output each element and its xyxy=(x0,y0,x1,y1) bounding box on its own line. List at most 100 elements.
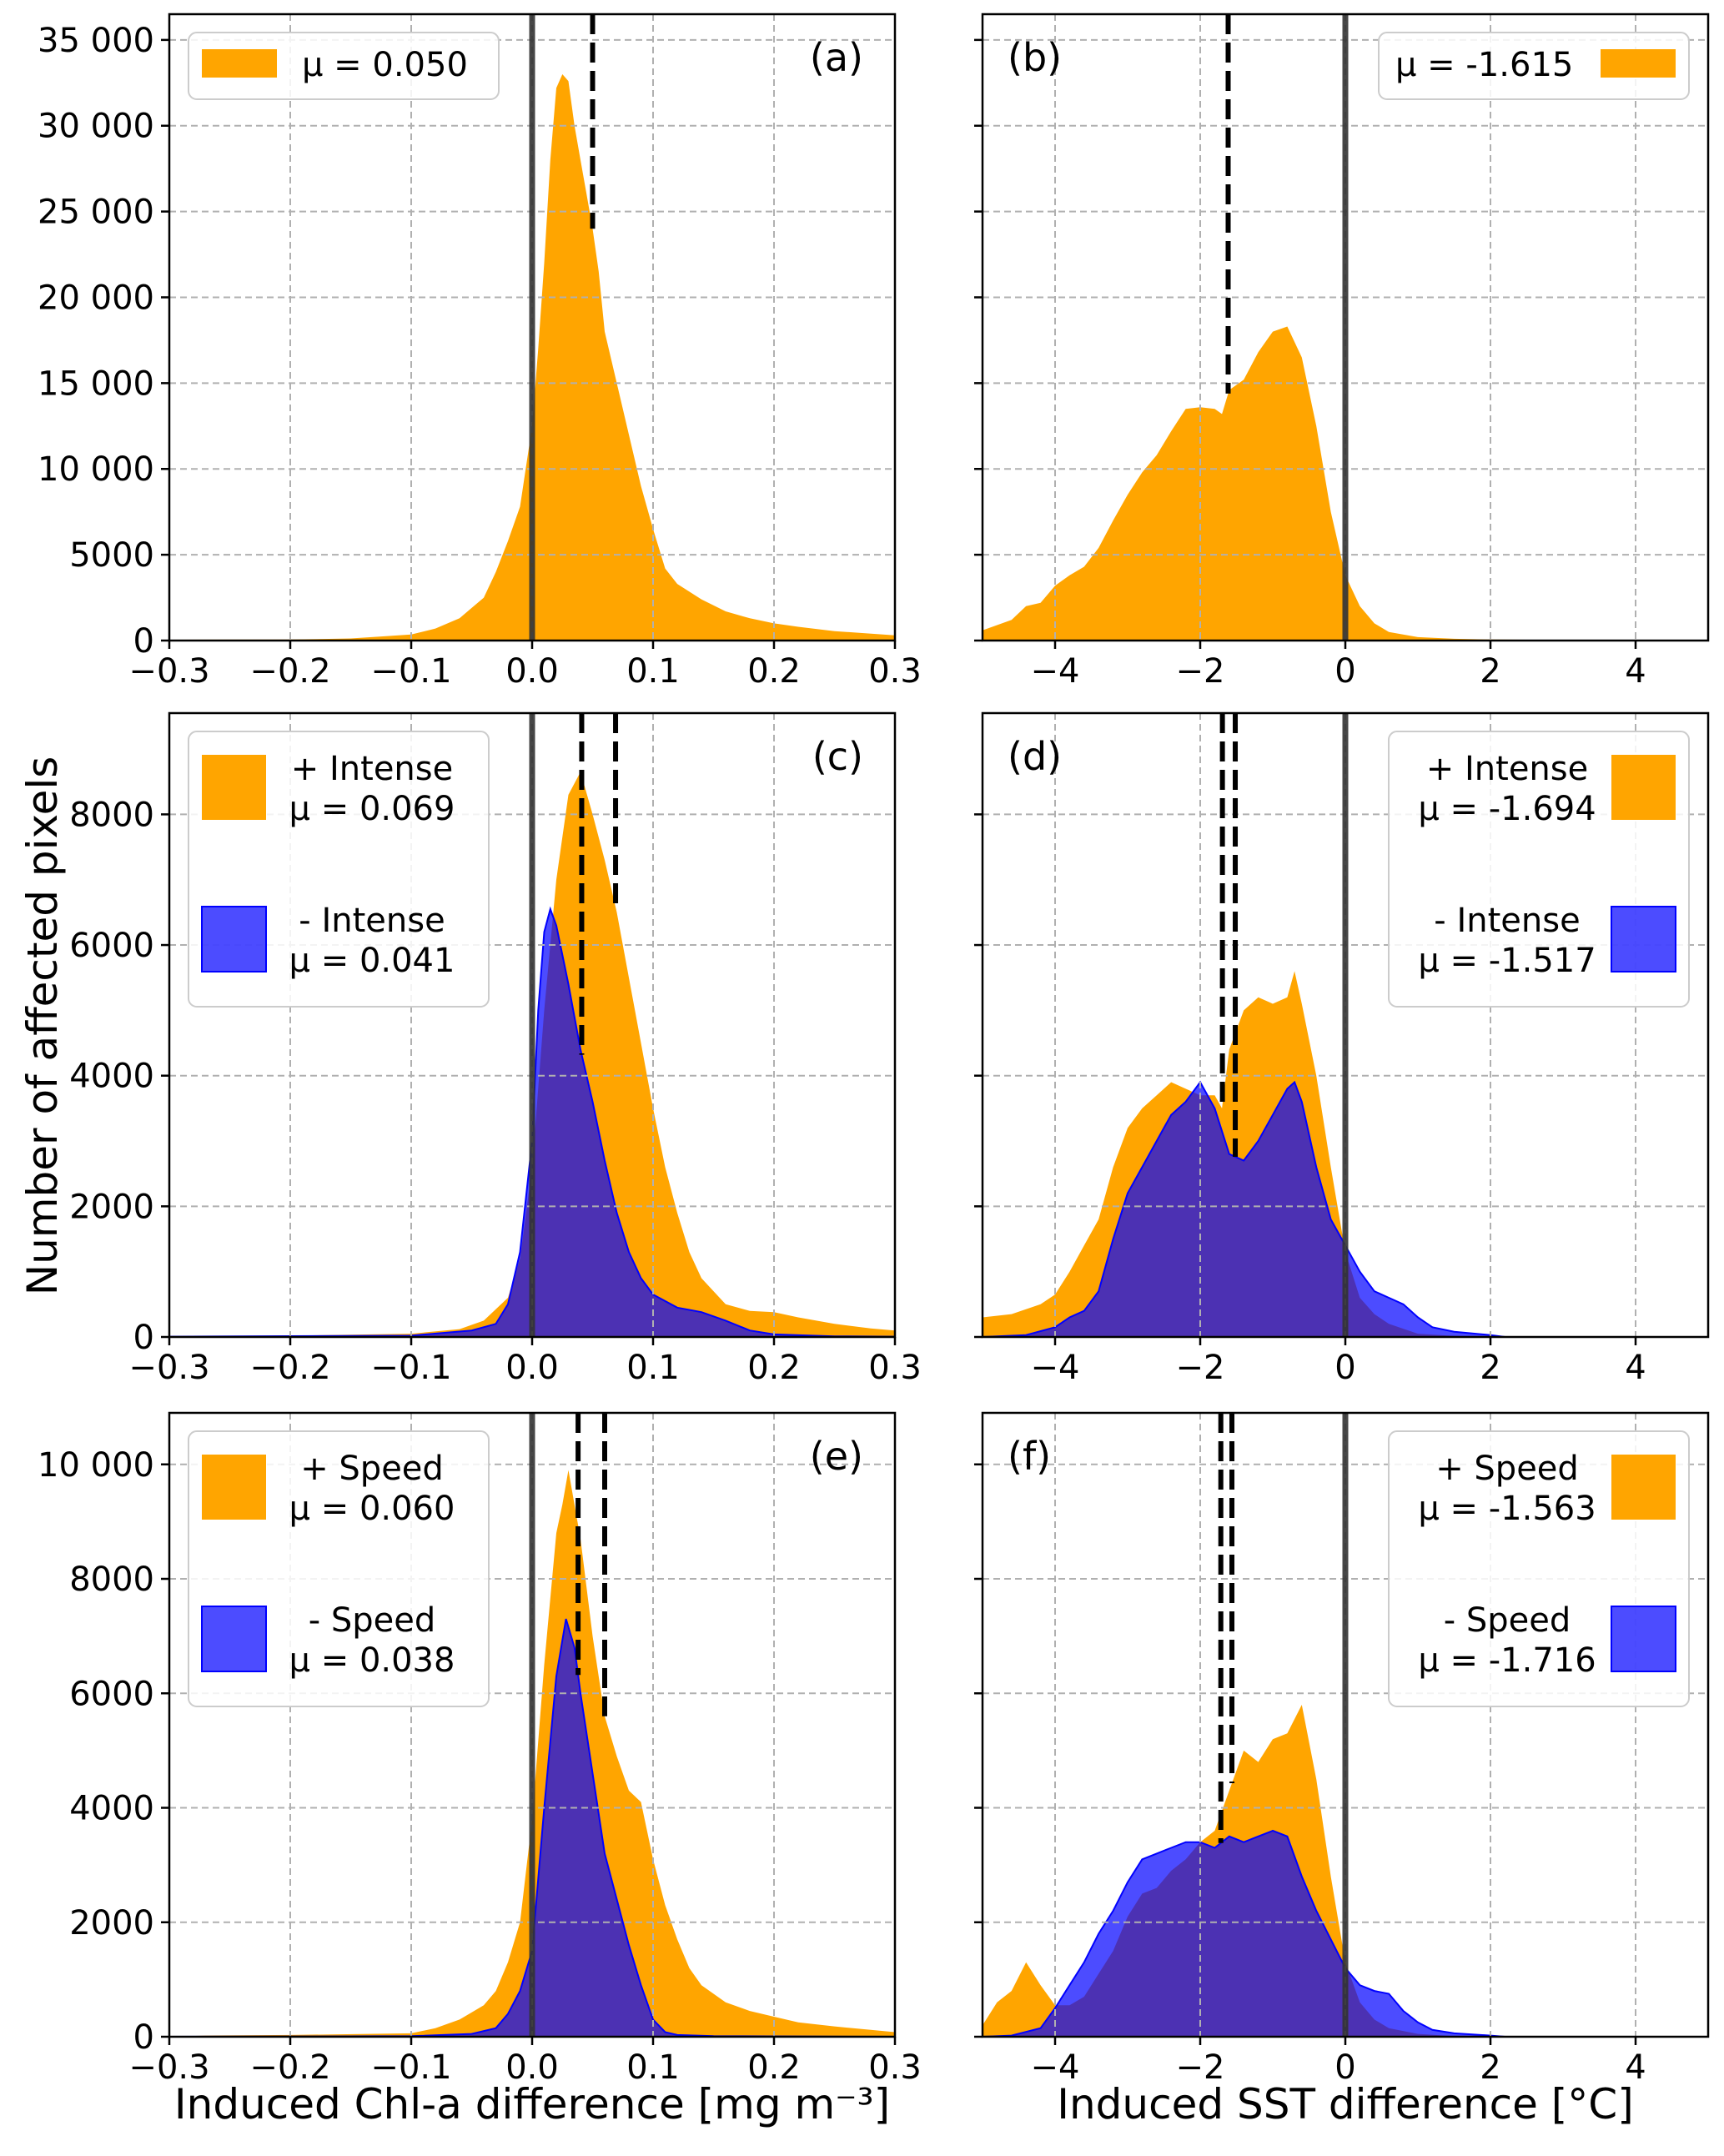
x-tick-label: 4 xyxy=(1625,652,1646,691)
y-tick-label: 10 000 xyxy=(38,450,154,489)
legend-swatch xyxy=(202,755,266,820)
legend-swatch xyxy=(202,49,277,78)
x-tick-label: 4 xyxy=(1625,1349,1646,1387)
y-tick-label: 0 xyxy=(133,2018,154,2057)
x-tick-label: −0.1 xyxy=(370,652,451,691)
legend-mu: μ = -1.563 xyxy=(1418,1490,1596,1528)
legend-mu: μ = -1.716 xyxy=(1418,1641,1596,1680)
legend-mu: μ = -1.615 xyxy=(1395,46,1573,84)
panel-b: −4 −2 0 2 4 (b) μ = -1.615 xyxy=(974,13,1710,691)
x-tick-label: 2 xyxy=(1480,1349,1500,1387)
legend-swatch xyxy=(1611,1455,1676,1520)
legend: μ = -1.615 xyxy=(1378,32,1690,100)
x-tick-label: −2 xyxy=(1176,2048,1225,2087)
legend-title: - Speed xyxy=(309,1601,436,1640)
legend-swatch xyxy=(1611,1606,1676,1672)
legend-mu: μ = 0.038 xyxy=(289,1641,455,1680)
x-axis-label-sst: Induced SST difference [°C] xyxy=(1057,2080,1633,2128)
panel-label: (d) xyxy=(1008,734,1062,779)
y-tick-label: 35 000 xyxy=(38,22,154,60)
y-tick-label: 4000 xyxy=(69,1058,154,1096)
y-tick-label: 20 000 xyxy=(38,279,154,317)
y-tick-label: 2000 xyxy=(69,1188,154,1226)
panel-label: (f) xyxy=(1008,1434,1051,1479)
panel-a: −0.3 −0.2 −0.1 0.0 0.1 0.2 0.3 0 5000 10 000 15 00… xyxy=(38,13,922,691)
x-tick-label: 0 xyxy=(1334,1349,1355,1387)
legend-title: - Speed xyxy=(1444,1601,1571,1640)
y-tick-label: 6000 xyxy=(69,927,154,965)
histogram-intense-area xyxy=(983,1080,1708,1337)
legend-title: + Speed xyxy=(300,1450,444,1488)
legend-swatch xyxy=(1611,906,1676,972)
x-tick-label: 2 xyxy=(1480,652,1500,691)
y-tick-label: 15 000 xyxy=(38,364,154,403)
panel-label: (c) xyxy=(812,734,863,779)
panel-label: (b) xyxy=(1008,35,1062,80)
y-tick-label: 25 000 xyxy=(38,193,154,232)
legend-title: - Intense xyxy=(299,902,445,940)
legend-mu: μ = 0.069 xyxy=(289,790,455,828)
x-axis-label-chl-text: Induced Chl-a difference [mg m⁻³] xyxy=(174,2080,890,2128)
y-tick-label: 6000 xyxy=(69,1675,154,1713)
x-tick-label: 0.0 xyxy=(505,652,559,691)
x-axis-label-sst-text: Induced SST difference [°C] xyxy=(1057,2080,1633,2128)
x-tick-label: 0.0 xyxy=(505,2048,559,2087)
x-tick-label: 0.1 xyxy=(626,652,680,691)
legend: μ = 0.050 xyxy=(188,32,500,100)
y-tick-label: 4000 xyxy=(69,1790,154,1828)
x-tick-label: 0.3 xyxy=(868,2048,922,2087)
legend-title: + Intense xyxy=(1426,750,1588,788)
x-tick-label: 4 xyxy=(1625,2048,1646,2087)
legend-mu: μ = 0.060 xyxy=(289,1490,455,1528)
y-tick-label: 0 xyxy=(133,622,154,661)
x-tick-label: 0.2 xyxy=(747,1349,801,1387)
x-tick-label: 0 xyxy=(1334,2048,1355,2087)
legend-title: + Speed xyxy=(1435,1450,1579,1488)
x-tick-label: 0.2 xyxy=(747,2048,801,2087)
panel-e: −0.3 −0.2 −0.1 0.0 0.1 0.2 0.3 0 2000 4000 6000 800… xyxy=(38,1411,922,2087)
x-tick-label: 0.3 xyxy=(868,1349,922,1387)
panels: −0.3 −0.2 −0.1 0.0 0.1 0.2 0.3 0 5000 10 000 15 00… xyxy=(38,13,1710,2087)
legend-swatch xyxy=(1611,755,1676,820)
y-tick-label: 0 xyxy=(133,1319,154,1357)
x-tick-label: 0.0 xyxy=(505,1349,559,1387)
histogram-all-area xyxy=(983,326,1708,641)
y-tick-label: 8000 xyxy=(69,796,154,834)
x-tick-label: −0.3 xyxy=(128,1349,209,1387)
legend-mu: μ = 0.041 xyxy=(289,942,455,980)
legend-swatch xyxy=(201,906,267,972)
y-tick-label: 2000 xyxy=(69,1904,154,1942)
x-tick-label: 0.2 xyxy=(747,652,801,691)
x-tick-label: −2 xyxy=(1176,1349,1225,1387)
legend-swatch xyxy=(1601,49,1676,78)
x-tick-label: 0.3 xyxy=(868,652,922,691)
x-tick-label: −4 xyxy=(1031,1349,1080,1387)
legend-mu: μ = 0.050 xyxy=(302,46,468,84)
legend-swatch xyxy=(201,1606,267,1672)
x-tick-label: −0.1 xyxy=(370,1349,451,1387)
histogram-speed-area xyxy=(983,1829,1708,2037)
y-tick-label: 5000 xyxy=(69,536,154,575)
y-axis-label: Number of affected pixels xyxy=(18,756,67,1296)
x-tick-label: −2 xyxy=(1176,652,1225,691)
x-tick-label: −4 xyxy=(1031,2048,1080,2087)
x-tick-label: 2 xyxy=(1480,2048,1500,2087)
x-tick-label: −0.2 xyxy=(249,2048,330,2087)
x-axis-label-chl: Induced Chl-a difference [mg m⁻³] xyxy=(174,2080,890,2128)
legend-title: + Intense xyxy=(291,750,453,788)
x-tick-label: −4 xyxy=(1031,652,1080,691)
y-tick-label: 10 000 xyxy=(38,1446,154,1485)
panel-label: (a) xyxy=(810,35,863,80)
x-tick-label: −0.2 xyxy=(249,652,330,691)
x-tick-label: −0.1 xyxy=(370,2048,451,2087)
panel-c: −0.3 −0.2 −0.1 0.0 0.1 0.2 0.3 0 2000 4000 6000 800… xyxy=(69,711,922,1387)
y-tick-label: 8000 xyxy=(69,1560,154,1599)
x-tick-label: −0.2 xyxy=(249,1349,330,1387)
